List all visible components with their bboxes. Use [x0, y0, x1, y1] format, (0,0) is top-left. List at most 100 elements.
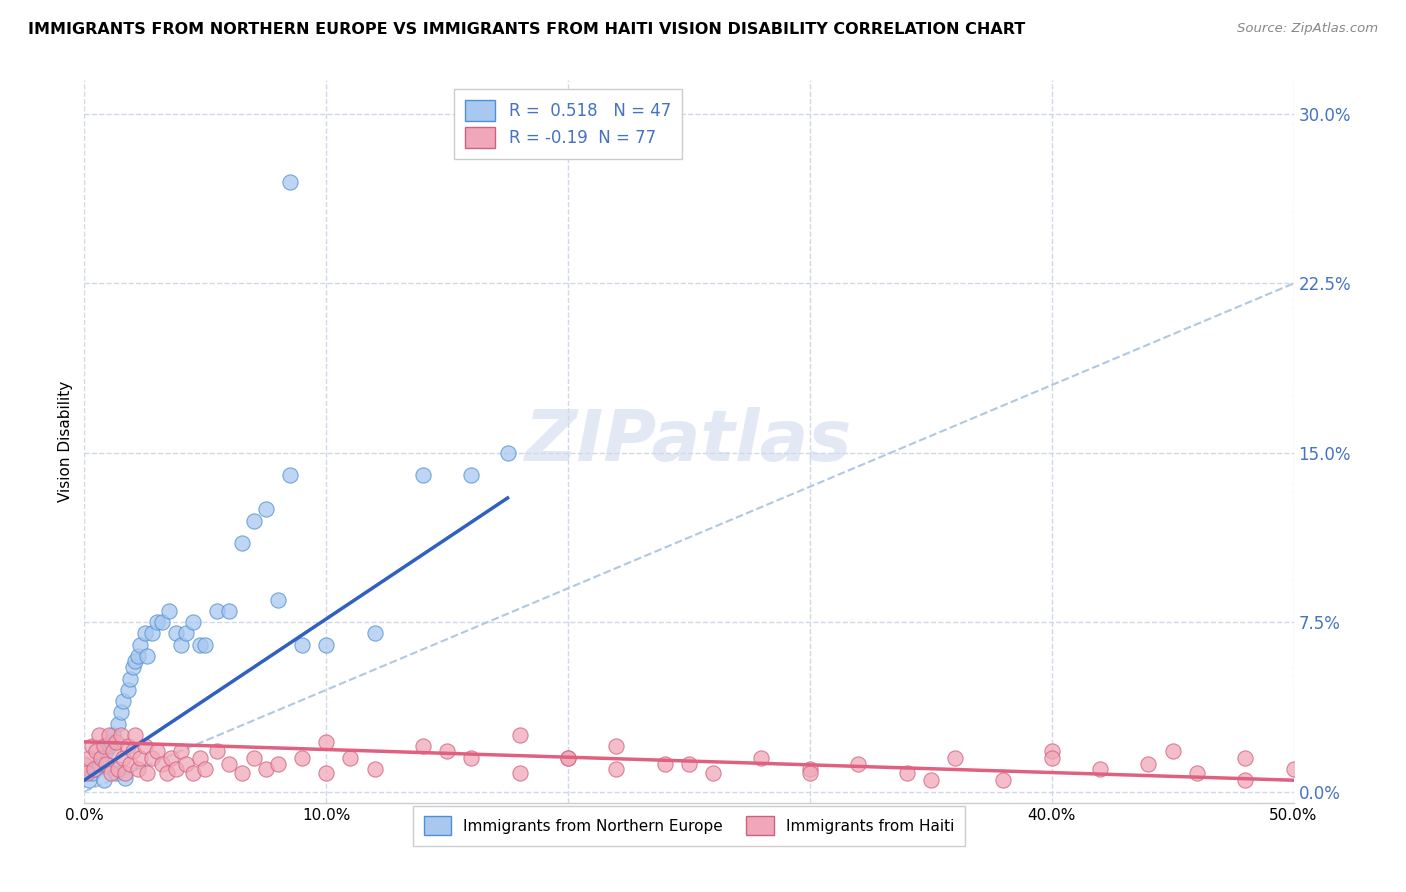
Point: [121, 744, 143, 758]
Point: [104, 766, 127, 780]
Point: [121, 660, 143, 674]
Point: [1234, 773, 1257, 788]
Point: [605, 739, 627, 754]
Point: [1137, 757, 1160, 772]
Point: [93, 773, 115, 788]
Point: [114, 766, 136, 780]
Point: [751, 750, 773, 764]
Point: [86, 762, 108, 776]
Point: [943, 750, 966, 764]
Point: [77, 750, 100, 764]
Point: [120, 757, 142, 772]
Point: [278, 175, 301, 189]
Point: [1040, 744, 1063, 758]
Point: [1161, 744, 1184, 758]
Point: [150, 615, 173, 630]
Point: [124, 654, 146, 668]
Point: [231, 766, 253, 780]
Point: [77, 773, 100, 788]
Point: [165, 626, 187, 640]
Point: [97, 728, 120, 742]
Point: [993, 773, 1015, 788]
Point: [127, 648, 149, 663]
Point: [242, 750, 264, 764]
Point: [157, 604, 180, 618]
Point: [86, 744, 108, 758]
Point: [1282, 762, 1305, 776]
Point: [76, 766, 98, 780]
Point: [107, 762, 129, 776]
Point: [117, 739, 139, 754]
Y-axis label: Vision Disability: Vision Disability: [58, 381, 73, 502]
Point: [174, 757, 197, 772]
Point: [174, 626, 197, 640]
Text: ZIPatlas: ZIPatlas: [526, 407, 852, 476]
Point: [291, 638, 314, 652]
Point: [460, 750, 482, 764]
Point: [190, 750, 212, 764]
Point: [73, 757, 96, 772]
Point: [146, 744, 169, 758]
Point: [114, 771, 136, 785]
Point: [80, 766, 103, 780]
Point: [605, 762, 627, 776]
Point: [218, 757, 240, 772]
Text: IMMIGRANTS FROM NORTHERN EUROPE VS IMMIGRANTS FROM HAITI VISION DISABILITY CORRE: IMMIGRANTS FROM NORTHERN EUROPE VS IMMIG…: [28, 22, 1025, 37]
Point: [97, 739, 120, 754]
Point: [1040, 750, 1063, 764]
Point: [194, 762, 217, 776]
Point: [141, 750, 163, 764]
Point: [218, 604, 240, 618]
Point: [136, 766, 159, 780]
Point: [702, 766, 724, 780]
Point: [124, 728, 146, 742]
Point: [920, 773, 942, 788]
Point: [799, 762, 821, 776]
Point: [557, 750, 579, 764]
Point: [412, 468, 434, 483]
Point: [181, 766, 204, 780]
Point: [207, 604, 229, 618]
Point: [93, 739, 115, 754]
Point: [231, 536, 253, 550]
Point: [363, 762, 385, 776]
Point: [207, 744, 229, 758]
Point: [83, 762, 105, 776]
Point: [104, 735, 127, 749]
Point: [127, 762, 149, 776]
Point: [117, 682, 139, 697]
Point: [100, 735, 122, 749]
Legend: Immigrants from Northern Europe, Immigrants from Haiti: Immigrants from Northern Europe, Immigra…: [413, 805, 965, 846]
Point: [134, 626, 156, 640]
Point: [194, 638, 217, 652]
Point: [129, 750, 152, 764]
Point: [363, 626, 385, 640]
Point: [509, 728, 531, 742]
Point: [120, 672, 142, 686]
Point: [181, 615, 204, 630]
Point: [103, 728, 125, 742]
Point: [87, 757, 110, 772]
Point: [896, 766, 918, 780]
Point: [678, 757, 700, 772]
Point: [170, 638, 193, 652]
Point: [496, 446, 519, 460]
Point: [557, 750, 579, 764]
Point: [267, 757, 290, 772]
Point: [110, 706, 132, 720]
Point: [90, 750, 112, 764]
Point: [155, 766, 177, 780]
Point: [146, 615, 169, 630]
Point: [846, 757, 869, 772]
Point: [112, 694, 135, 708]
Point: [80, 739, 103, 754]
Point: [100, 766, 122, 780]
Point: [94, 744, 117, 758]
Point: [315, 766, 337, 780]
Point: [150, 757, 173, 772]
Point: [654, 757, 676, 772]
Point: [412, 739, 434, 754]
Point: [278, 468, 301, 483]
Point: [315, 638, 337, 652]
Point: [165, 762, 187, 776]
